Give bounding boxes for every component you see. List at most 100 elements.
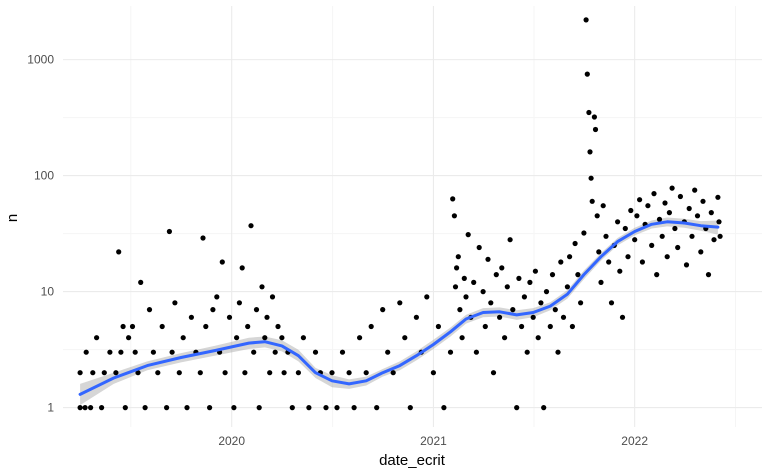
data-point [300,335,306,341]
y-tick-label: 1000 [27,53,54,67]
y-tick-label: 10 [41,285,55,299]
confidence-band-layer [80,217,718,406]
data-point [581,230,587,236]
data-point [634,213,640,219]
data-point [521,294,528,300]
smooth-line-layer [78,220,720,396]
data-point [264,314,270,320]
data-point [323,405,329,411]
data-point [686,205,692,212]
data-points-layer [77,17,723,411]
data-point [363,370,369,376]
data-point [214,294,220,300]
data-point [135,370,141,376]
data-point [541,405,547,411]
data-point [569,323,576,330]
data-point [380,307,386,313]
data-point [592,126,599,133]
x-axis-title: date_ecrit [379,452,446,469]
data-point [662,200,668,206]
data-point [664,254,670,260]
data-point [226,314,233,320]
data-point [608,300,615,306]
data-point [281,370,287,376]
data-point [615,219,621,225]
data-point [407,405,413,411]
data-point [253,307,260,313]
data-point [129,323,136,330]
data-point [447,349,454,355]
data-point [306,405,312,411]
data-point [677,193,684,200]
data-point [617,268,623,274]
data-point [435,323,441,330]
data-point [120,323,126,330]
x-tick-label: 2020 [218,434,245,448]
data-point [583,17,589,23]
data-point [242,370,248,376]
data-point [675,244,681,251]
data-point [184,405,190,411]
data-point [716,219,722,225]
data-point [210,307,216,313]
data-point [567,254,573,260]
data-point [654,272,660,278]
data-point [463,294,469,300]
data-point [248,223,254,229]
data-point [132,349,138,355]
y-axis-title: n [4,214,21,222]
data-point [651,191,657,197]
data-point [116,249,122,255]
data-point [346,370,352,376]
data-point [231,405,237,411]
data-point [450,196,456,202]
data-point [490,370,497,376]
data-point [150,349,156,355]
data-point [587,149,593,155]
data-point [589,198,595,204]
data-point [138,279,144,285]
data-point [99,405,105,411]
data-point [82,405,88,411]
data-point [622,225,628,232]
data-point [180,335,186,341]
data-point [510,307,516,313]
data-point [113,370,119,376]
data-point [402,335,408,341]
data-point [222,370,228,376]
data-point [628,207,634,214]
data-point [549,272,556,278]
data-point [471,279,477,285]
data-point [197,370,203,376]
data-point [430,370,436,376]
data-point [207,405,213,411]
data-point [507,237,513,243]
data-point [666,210,673,216]
data-point [351,405,357,411]
data-point [514,405,520,411]
data-point [146,307,153,313]
data-point [584,71,590,77]
data-point [101,370,107,376]
data-point [502,335,508,341]
data-point [203,323,209,330]
data-point [547,323,553,330]
data-point [455,254,461,260]
data-point [188,314,194,320]
data-point [269,294,276,300]
data-point [619,314,626,320]
data-point [262,335,268,341]
data-point [659,233,665,239]
data-point [530,314,536,320]
data-point [200,235,206,241]
data-point [424,294,430,300]
data-point [312,349,319,355]
data-point [374,405,380,411]
y-tick-label: 100 [34,169,54,183]
data-point [159,323,165,330]
data-point [591,114,598,120]
data-point [588,175,594,181]
data-point [698,249,704,255]
data-point [236,300,242,306]
